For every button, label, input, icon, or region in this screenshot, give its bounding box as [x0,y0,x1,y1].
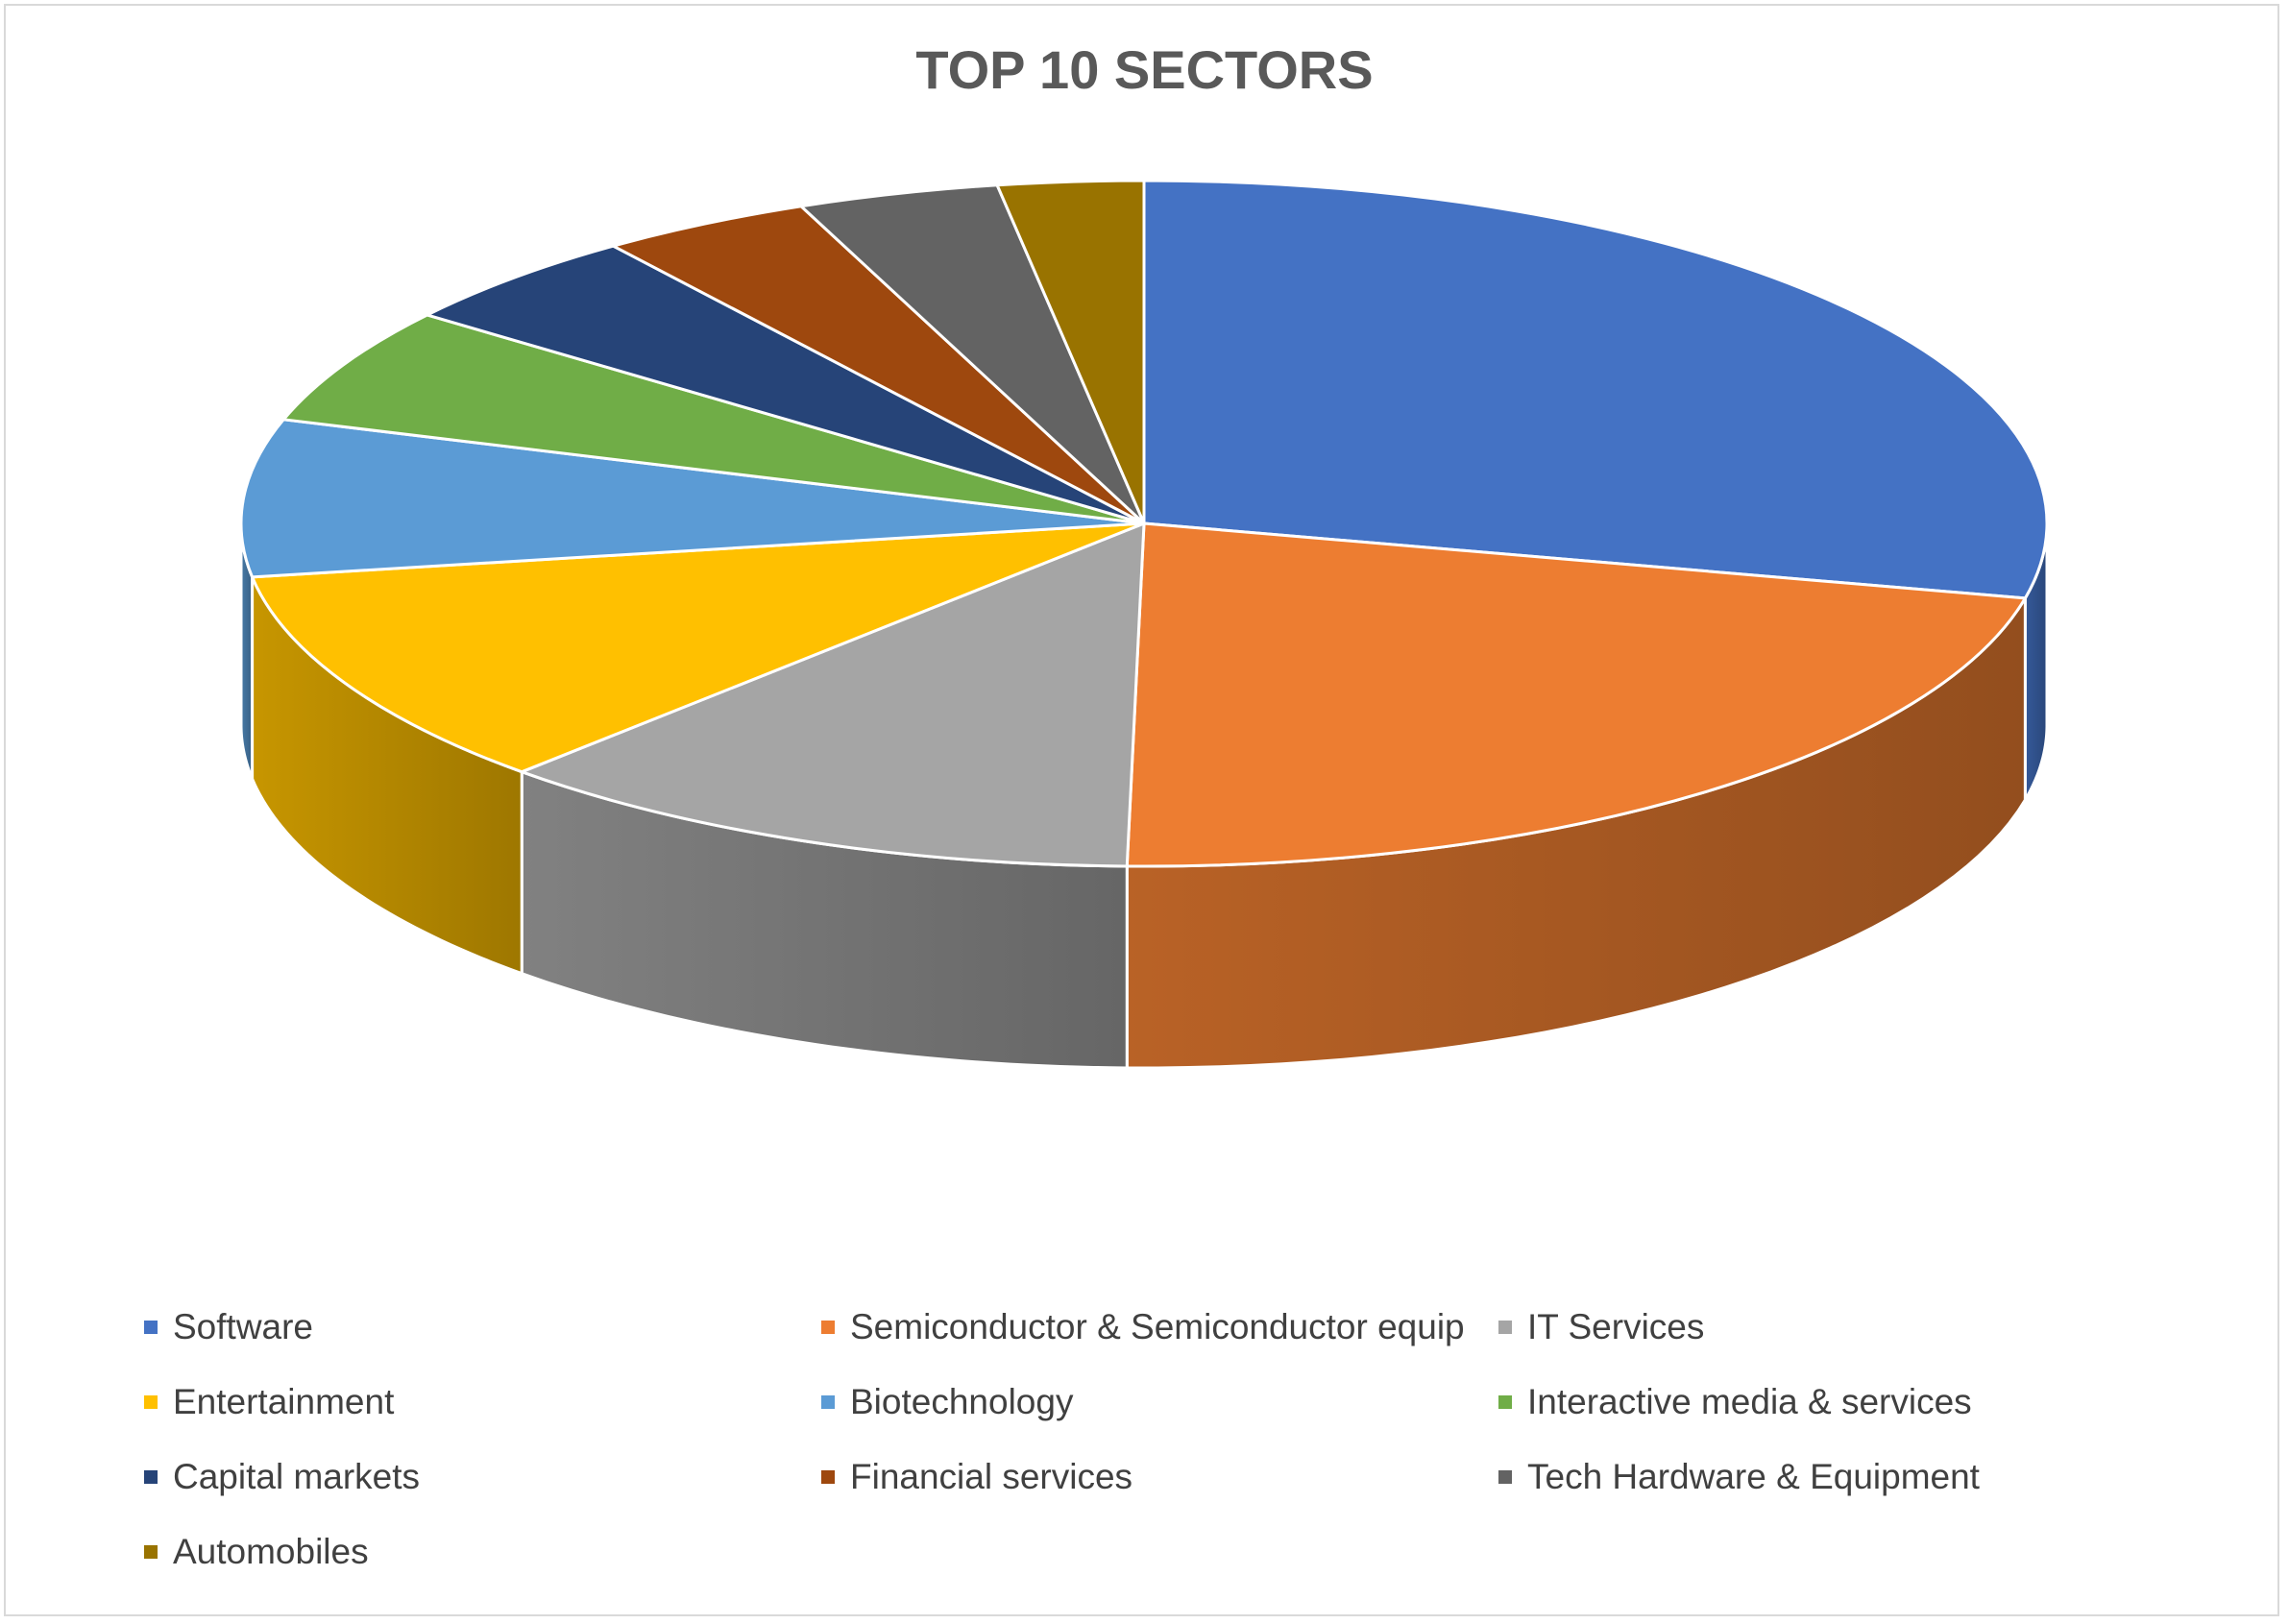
chart-legend: Software Semiconductor & Semiconductor eq… [144,1298,2257,1606]
pie-slice-semiconductor-semiconductor-equip[interactable] [1125,521,2027,868]
pie-slice-tech-hardware-equipment[interactable] [799,183,1146,525]
pie-top-layer [239,179,2049,868]
legend-item-capital-markets[interactable]: Capital markets [144,1448,420,1506]
chart-title: TOP 10 SECTORS [915,39,1374,100]
pie-slice-software[interactable] [1142,179,2049,600]
legend-label: Semiconductor & Semiconductor equip [850,1307,1465,1346]
legend-item-software[interactable]: Software [144,1298,313,1356]
legend-swatch [144,1470,158,1484]
legend-label: Software [173,1307,314,1346]
legend-item-it-services[interactable]: IT Services [1498,1298,1704,1356]
pie-slice-interactive-media-services[interactable] [281,313,1146,525]
legend-swatch [821,1395,835,1409]
legend-swatch [144,1395,158,1409]
pie-slice-financial-services[interactable] [611,205,1146,525]
pie-slice-entertainment[interactable] [251,521,1146,774]
legend-label: Capital markets [173,1457,421,1496]
legend-label: IT Services [1527,1307,1705,1346]
legend-item-semiconductor-semiconductor-equip[interactable]: Semiconductor & Semiconductor equip [821,1298,1465,1356]
legend-label: Interactive media & services [1527,1382,1972,1421]
legend-item-interactive-media-services[interactable]: Interactive media & services [1498,1373,1972,1431]
legend-swatch [1498,1470,1512,1484]
pie-slice-automobiles[interactable] [995,179,1146,525]
legend-item-financial-services[interactable]: Financial services [821,1448,1132,1506]
legend-item-entertainment[interactable]: Entertainment [144,1373,394,1431]
legend-item-biotechnology[interactable]: Biotechnology [821,1373,1073,1431]
legend-swatch [1498,1395,1512,1409]
legend-swatch [821,1321,835,1334]
legend-swatch [144,1545,158,1559]
legend-label: Biotechnology [850,1382,1074,1421]
chart-border [4,4,2279,1616]
pie-slice-biotechnology[interactable] [239,418,1146,579]
legend-swatch [821,1470,835,1484]
legend-item-automobiles[interactable]: Automobiles [144,1523,369,1581]
pie-slice-capital-markets[interactable] [426,244,1146,525]
pie-slice-it-services[interactable] [520,521,1146,868]
legend-label: Automobiles [173,1532,369,1571]
legend-swatch [144,1321,158,1334]
legend-label: Entertainment [173,1382,395,1421]
legend-item-tech-hardware-equipment[interactable]: Tech Hardware & Equipment [1498,1448,1980,1506]
legend-label: Financial services [850,1457,1133,1496]
legend-swatch [1498,1321,1512,1334]
legend-label: Tech Hardware & Equipment [1527,1457,1980,1496]
